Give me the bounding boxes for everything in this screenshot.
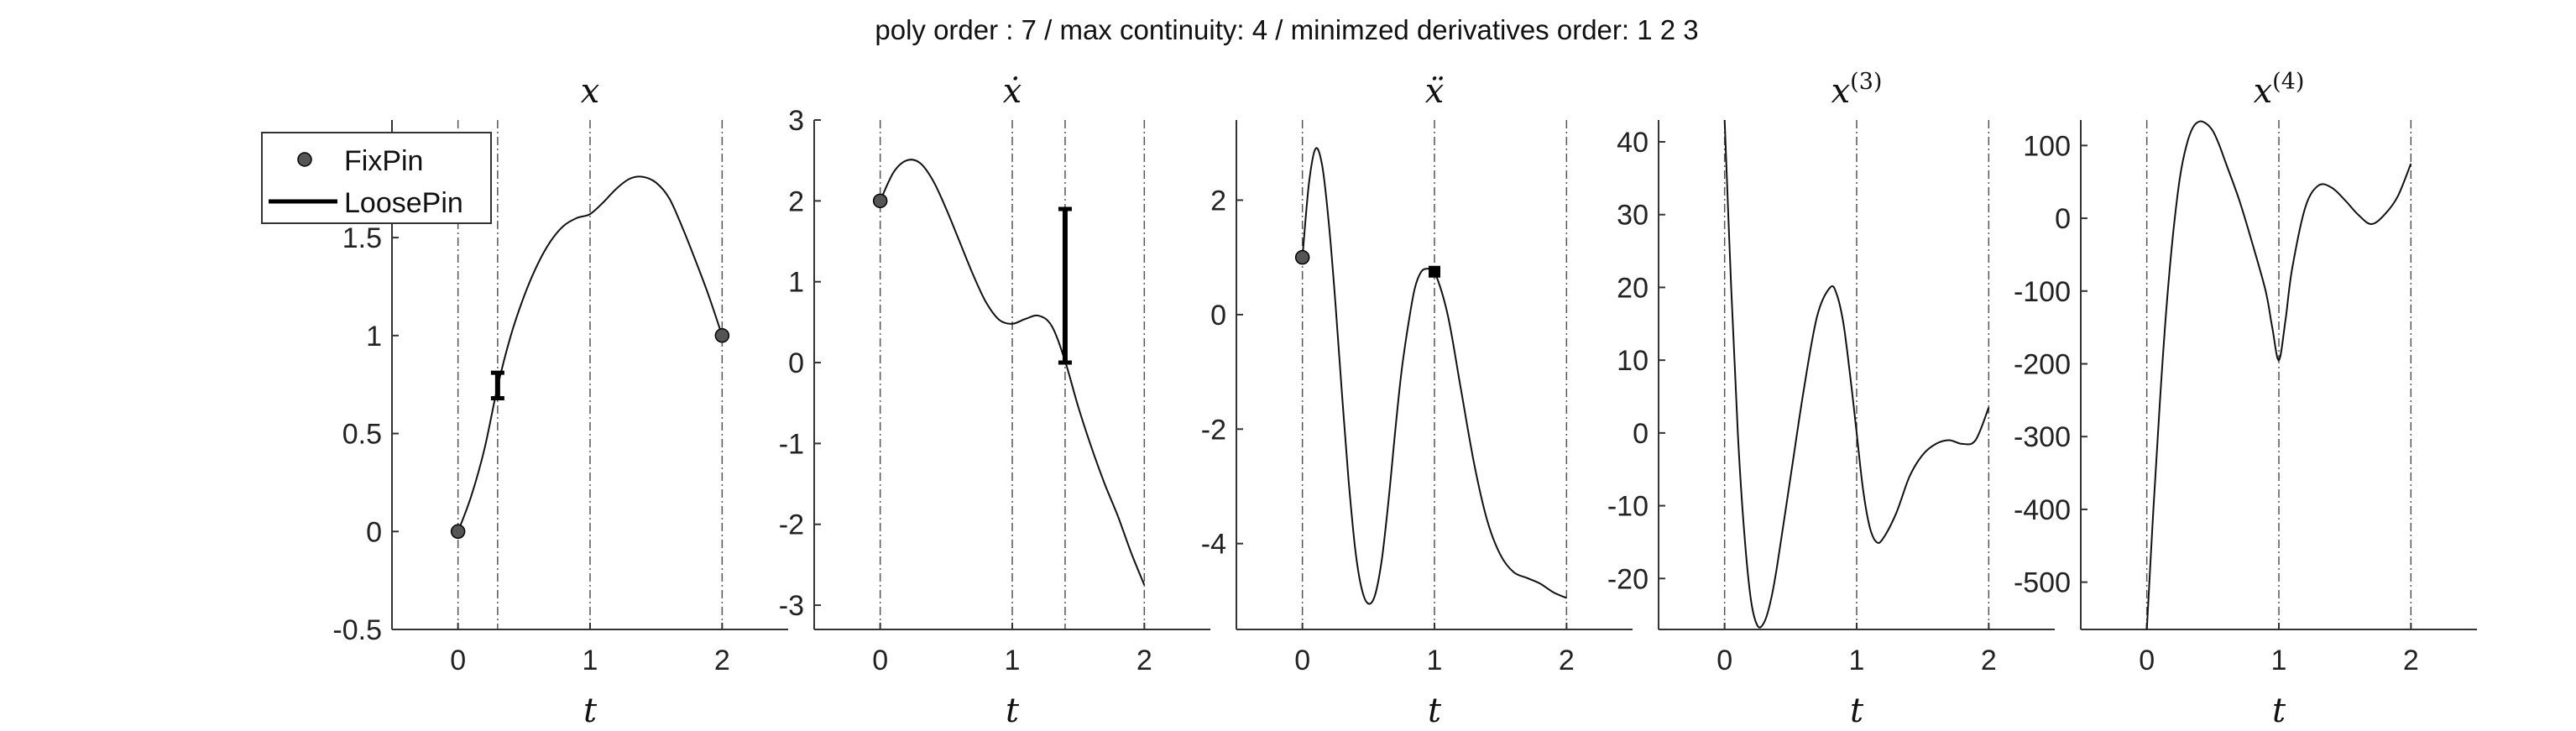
x-tick-label: 0 <box>1716 645 1732 676</box>
x-tick-label: 2 <box>1981 645 1997 676</box>
legend-box <box>261 132 492 224</box>
legend-loosepin-label: LoosePin <box>344 187 463 219</box>
subplot-1: 0 1 2 -0.5 0 0.5 1 1.5 x t <box>332 72 788 730</box>
square-pin-marker <box>1429 265 1440 278</box>
y-tick-label: -1 <box>779 428 804 460</box>
y-tick-label: 2 <box>788 185 804 217</box>
y-tick-label: -200 <box>2014 348 2071 380</box>
legend: FixPin LoosePin <box>261 132 492 224</box>
x-tick-label: 0 <box>450 645 466 676</box>
y-tick-label: -10 <box>1607 491 1649 523</box>
subplot-2: 0 1 2 -3 -2 -1 0 1 2 3 ẋ t <box>779 72 1210 730</box>
y-tick-label: -100 <box>2014 276 2071 308</box>
x-tick-label: 0 <box>1294 645 1310 676</box>
subplot-5: 0 1 2 -500 -400 -300 -200 -100 0 100 x(4) t <box>2014 69 2477 730</box>
y-tick-label: 3 <box>788 105 804 137</box>
x-tick-label: 0 <box>2139 645 2155 676</box>
x-tick-label: 2 <box>1136 645 1152 676</box>
y-tick-label: -20 <box>1607 563 1649 595</box>
y-tick-label: -400 <box>2014 494 2071 526</box>
y-tick-label: 10 <box>1617 345 1649 377</box>
x-tick-label: 2 <box>2403 645 2419 676</box>
y-tick-label: 1 <box>788 267 804 299</box>
trajectory-curve <box>1723 119 1990 629</box>
y-tick-label: -3 <box>779 590 804 622</box>
trajectory-curve <box>2145 120 2412 630</box>
subplot-title: ẍ <box>1425 72 1445 111</box>
trajectory-curve <box>879 159 1146 586</box>
y-tick-label: 1 <box>366 321 382 352</box>
subplot-title: x(3) <box>1831 69 1883 111</box>
y-tick-label: -4 <box>1201 529 1226 561</box>
trajectory-curve <box>1301 147 1567 605</box>
x-tick-label: 1 <box>2271 645 2287 676</box>
y-tick-label: -2 <box>779 509 804 541</box>
y-tick-label: 100 <box>2023 130 2071 162</box>
legend-fixpin-label: FixPin <box>344 145 423 177</box>
x-axis-label: t <box>1850 692 1864 730</box>
y-tick-label: -500 <box>2014 567 2071 599</box>
x-tick-label: 1 <box>583 645 598 676</box>
fixpin-marker <box>450 524 466 540</box>
x-tick-label: 1 <box>1849 645 1865 676</box>
y-tick-label: -0.5 <box>332 614 382 646</box>
y-tick-label: 0 <box>1633 418 1649 450</box>
subplot-title: x(4) <box>2254 69 2305 111</box>
subplot-title: x <box>581 72 600 111</box>
y-tick-label: -300 <box>2014 421 2071 453</box>
y-tick-label: 1.5 <box>342 222 382 254</box>
subplot-4: 0 1 2 -20 -10 0 10 20 30 40 x(3) t <box>1607 69 2055 730</box>
x-axis-label: t <box>1006 692 1020 730</box>
x-tick-label: 0 <box>872 645 888 676</box>
y-tick-label: 0 <box>2055 203 2071 235</box>
x-axis-label: t <box>583 692 598 730</box>
x-tick-label: 1 <box>1005 645 1021 676</box>
y-tick-label: 2 <box>1210 185 1226 217</box>
subplot-title: ẋ <box>1003 72 1022 111</box>
subplot-3: 0 1 2 -4 -2 0 2 ẍ t <box>1201 72 1633 730</box>
y-tick-label: 40 <box>1617 127 1649 159</box>
y-tick-label: 20 <box>1617 272 1649 304</box>
y-tick-label: 0 <box>366 516 382 548</box>
y-tick-label: 0 <box>788 347 804 379</box>
subplot-title-superscript: (3) <box>1850 69 1882 95</box>
fixpin-marker <box>872 193 888 209</box>
y-tick-label: 30 <box>1617 200 1649 232</box>
subplot-title-superscript: (4) <box>2272 69 2304 95</box>
legend-fixpin-marker <box>297 152 312 167</box>
y-tick-label: 0 <box>1210 300 1226 332</box>
x-tick-label: 2 <box>1559 645 1575 676</box>
y-tick-label: -2 <box>1201 414 1226 446</box>
y-tick-label: 0.5 <box>342 419 382 451</box>
x-axis-label: t <box>2272 692 2286 730</box>
x-tick-label: 2 <box>714 645 730 676</box>
x-axis-label: t <box>1428 692 1442 730</box>
figure-suptitle: poly order : 7 / max continuity: 4 / min… <box>875 14 1698 45</box>
fixpin-marker <box>714 328 730 343</box>
x-tick-label: 1 <box>1427 645 1443 676</box>
fixpin-marker <box>1294 249 1310 265</box>
